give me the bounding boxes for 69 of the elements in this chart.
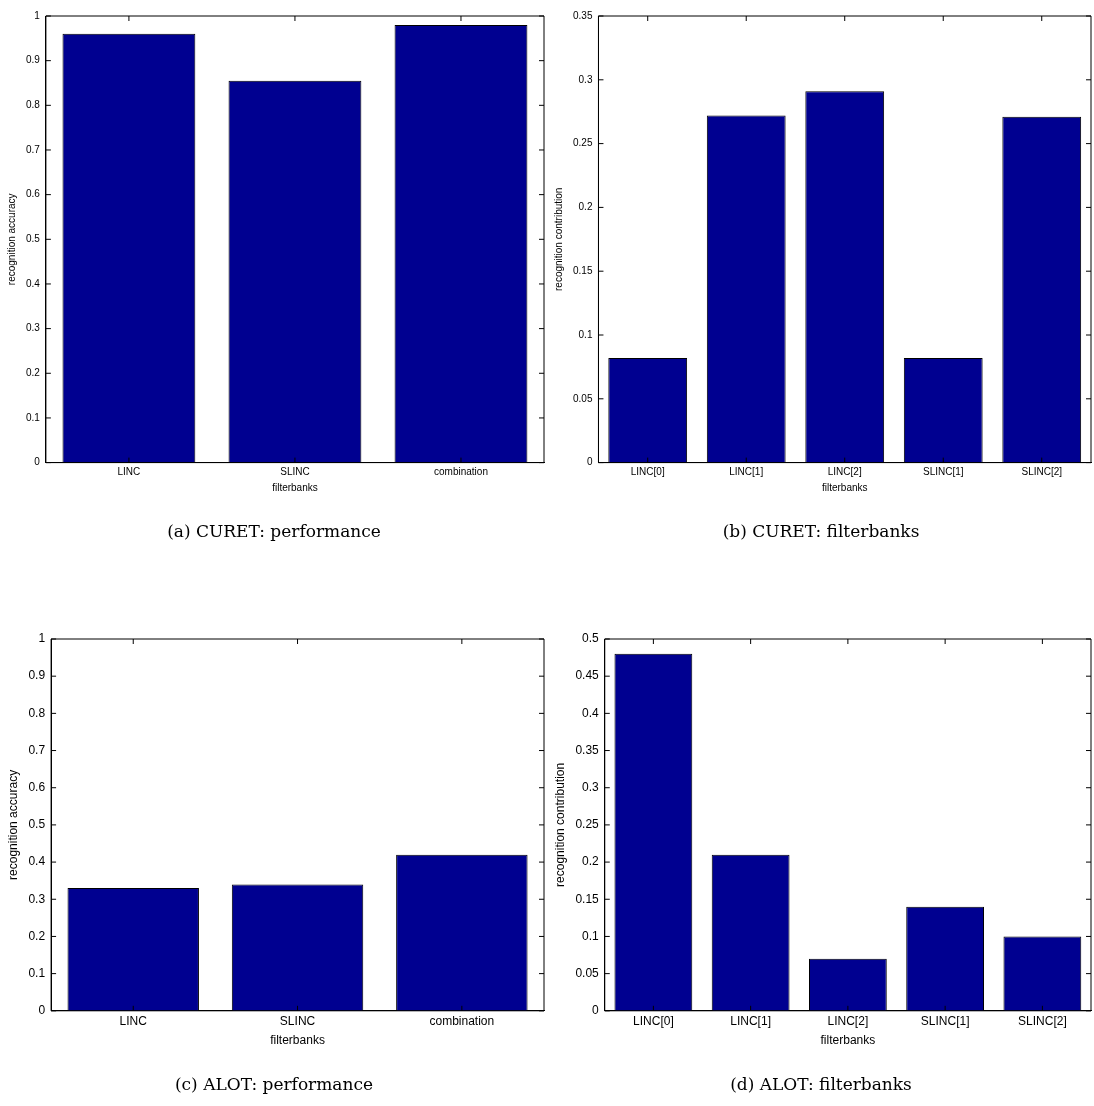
x-tick-label: LINC[0] [633,1014,674,1029]
y-tick-label: 0.15 [572,264,593,276]
x-tick-label: LINC[2] [827,1014,869,1029]
y-tick-label: 0.25 [572,137,593,149]
y-tick-label: 0.3 [28,891,46,906]
y-tick-label: 0.2 [578,201,593,213]
y-tick-label: 0.05 [575,965,600,980]
y-tick-label: 0.6 [28,780,46,795]
y-tick-label: 0 [592,1003,600,1018]
text: (b) CURET: filterbanks [722,521,920,542]
y-tick-label: 0.9 [26,54,41,66]
x-tick-label: LINC[1] [729,466,764,478]
x-axis-title: filterbanks [820,1032,876,1047]
y-tick-label: 0.1 [578,328,593,340]
x-tick-label: SLINC[1] [922,466,964,478]
x-tick-label: LINC[0] [630,466,665,478]
y-axis-title: recognition contribution [552,187,564,291]
y-tick-label: 0.35 [572,9,593,21]
y-tick-label: 0.25 [575,817,600,832]
x-tick-label: LINC [117,466,141,478]
y-tick-label: 0.05 [572,392,593,404]
y-tick-label: 0.35 [575,742,600,757]
y-axis-title: recognition contribution [552,762,567,887]
y-tick-label: 0 [38,1003,46,1018]
y-tick-label: 0 [34,456,41,468]
y-tick-label: 0.1 [28,965,46,980]
text: (c) ALOT: performance [174,1074,374,1095]
x-tick-label: LINC[2] [827,466,862,478]
y-tick-label: 0.4 [28,854,46,869]
x-tick-label: LINC [119,1014,148,1029]
y-tick-label: 0.3 [578,73,593,85]
x-axis-title: filterbanks [270,1032,325,1047]
y-tick-label: 0.1 [582,928,600,943]
y-tick-label: 0.2 [26,367,41,379]
y-tick-label: 0.2 [582,854,600,869]
y-tick-label: 0 [586,456,593,468]
y-tick-label: 0.2 [28,928,46,943]
y-tick-label: 0.8 [26,99,41,111]
x-tick-label: SLINC [279,1014,316,1029]
y-tick-label: 0.8 [28,705,46,720]
x-axis-title: filterbanks [821,482,868,494]
y-tick-label: 0.6 [26,188,41,200]
y-tick-label: 0.3 [26,322,41,334]
x-tick-label: SLINC[1] [920,1014,970,1029]
x-tick-label: SLINC [280,466,310,478]
y-tick-label: 0.5 [26,233,41,245]
y-tick-label: 1 [38,631,46,646]
x-tick-label: combination [434,466,488,478]
x-tick-label: combination [429,1014,495,1029]
y-tick-label: 0.45 [575,668,600,683]
y-tick-label: 0.15 [575,891,600,906]
x-tick-label: SLINC[2] [1021,466,1063,478]
y-tick-label: 0.7 [26,143,41,155]
x-tick-label: SLINC[2] [1018,1014,1067,1029]
y-tick-label: 0.7 [28,742,46,757]
x-axis-title: filterbanks [272,482,318,494]
y-tick-label: 0.4 [26,277,41,289]
y-tick-label: 0.1 [26,411,41,423]
y-tick-label: 1 [34,9,41,21]
y-tick-label: 0.5 [28,817,46,832]
y-tick-label: 0.3 [582,780,600,795]
y-axis-title: recognition accuracy [5,769,20,880]
y-tick-label: 0.4 [582,705,600,720]
text: (d) ALOT: filterbanks [730,1074,912,1095]
y-axis-title: recognition accuracy [5,193,17,286]
text: (a) CURET: performance [167,521,381,542]
x-tick-label: LINC[1] [730,1014,771,1029]
y-tick-label: 0.9 [28,668,46,683]
y-tick-label: 0.5 [582,631,600,646]
